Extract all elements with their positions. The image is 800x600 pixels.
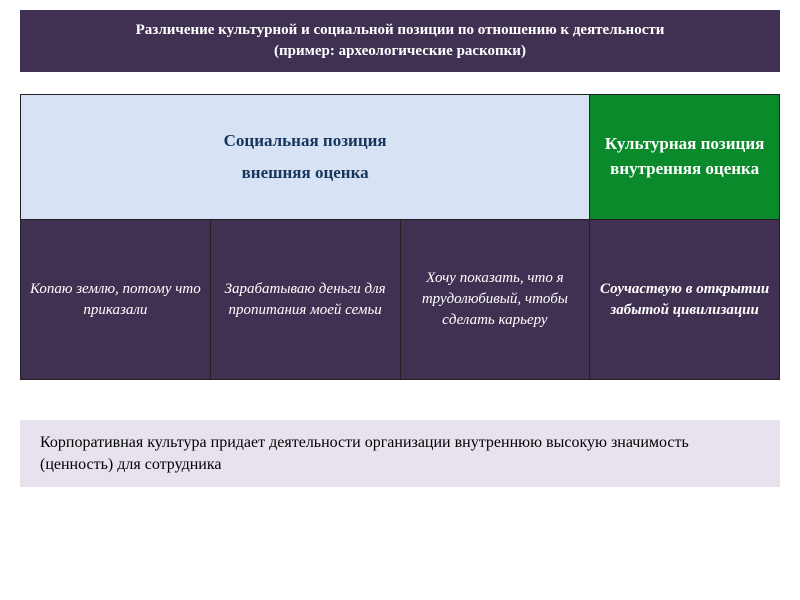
social-position-header: Социальная позиция внешняя оценка (21, 95, 590, 220)
table-header-row: Социальная позиция внешняя оценка Культу… (21, 95, 780, 220)
table-body-row: Копаю землю, потому что приказали Зараба… (21, 220, 780, 380)
slide-title-line1: Различение культурной и социальной позиц… (136, 22, 665, 38)
cell-earn-money: Зарабатываю деньги для пропитания моей с… (210, 220, 400, 380)
cell-show-hardworking: Хочу показать, что я трудолюбивый, чтобы… (400, 220, 590, 380)
cultural-header-line1: Культурная позиция (605, 134, 764, 153)
footer-conclusion: Корпоративная культура придает деятельно… (20, 420, 780, 487)
cultural-position-header: Культурная позиция внутренняя оценка (590, 95, 780, 220)
slide-title: Различение культурной и социальной позиц… (20, 10, 780, 72)
social-header-line1: Социальная позиция (224, 131, 387, 150)
cell-dig-ordered: Копаю землю, потому что приказали (21, 220, 211, 380)
comparison-table: Социальная позиция внешняя оценка Культу… (20, 94, 780, 380)
cell-participate-discovery: Соучаствую в открытии забытой цивилизаци… (590, 220, 780, 380)
social-header-line2: внешняя оценка (242, 163, 369, 182)
slide-title-line2: (пример: археологические раскопки) (274, 43, 526, 59)
cultural-header-line2: внутренняя оценка (610, 159, 759, 178)
